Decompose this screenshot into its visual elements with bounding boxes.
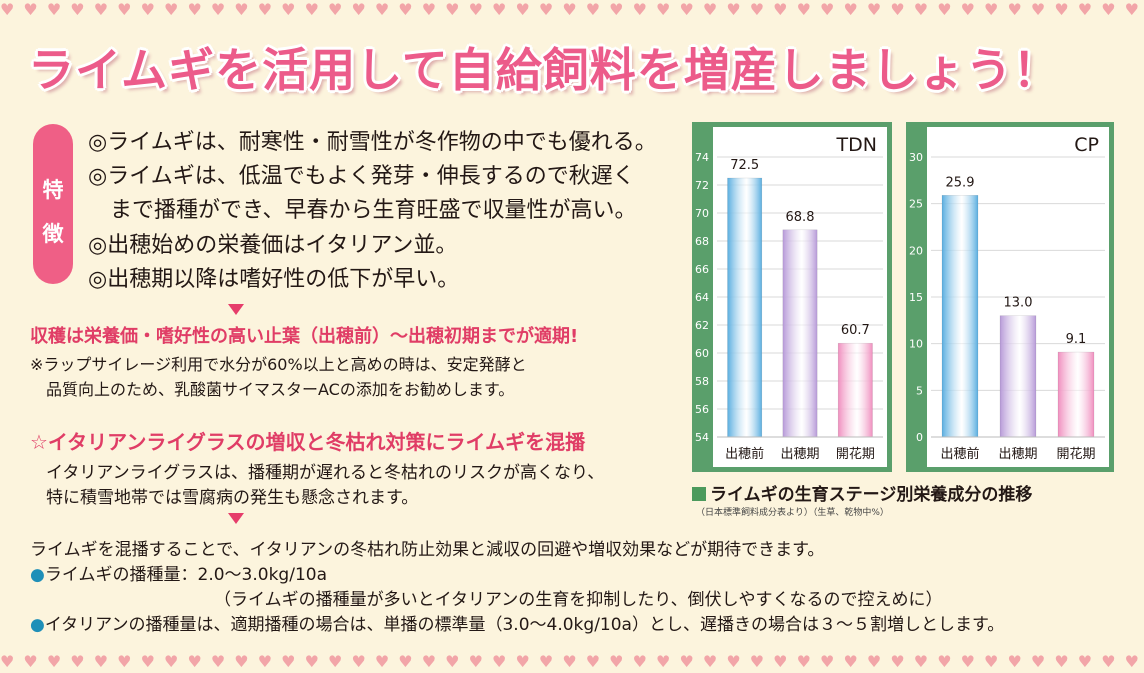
tdn-chart: 54 56 58 60 62 64 66 68 70 72 74 TDN 72.5 出穂前 68.8 出穂期 6… (695, 134, 883, 462)
chart-source: （日本標準飼料成分表より）（生草、乾物中%） (696, 508, 889, 518)
x-tick-label: 出穂前 (725, 446, 764, 462)
harvest-heading: 収穫は栄養価・嗜好性の高い止葉（出穂前）～出穂初期までが適期! (30, 326, 579, 347)
feature-tag-char: 特 (42, 178, 64, 202)
bar (999, 315, 1037, 438)
data-label: 13.0 (1004, 296, 1033, 311)
chart-title: TDN (836, 134, 877, 156)
feature-line: まで播種ができ、早春から生育旺盛で収量性が高い。 (88, 198, 637, 223)
y-tick-label: 10 (909, 338, 923, 351)
cp-chart: 0 5 10 15 20 25 30 CP 25.9 出穂前 13.0 出穂期 9.1 開花期 (909, 134, 1105, 462)
feature-line: ◎ライムギは、耐寒性・耐雪性が冬作物の中でも優れる。 (88, 130, 657, 155)
harvest-note-line: ※ラップサイレージ利用で水分が60%以上と高めの時は、安定発酵と (30, 355, 527, 374)
y-tick-label: 54 (695, 431, 709, 444)
data-label: 25.9 (946, 175, 975, 190)
harvest-note-line: 品質向上のため、乳酸菌サイマスターACの添加をお勧めします。 (30, 380, 515, 399)
data-label: 68.8 (786, 210, 815, 225)
y-tick-label: 64 (695, 291, 709, 304)
cp-chart-frame: 0 5 10 15 20 25 30 CP 25.9 出穂前 13.0 出穂期 9.1 開花期 (906, 122, 1114, 472)
y-tick-label: 30 (909, 151, 923, 164)
cp-chart-panel: 0 5 10 15 20 25 30 CP 25.9 出穂前 13.0 出穂期 9.1 開花期 (909, 127, 1109, 467)
y-tick-label: 74 (695, 151, 709, 164)
page-title: ライムギを活用して自給飼料を増産しましょう！ (28, 43, 1060, 97)
mix-heading: ☆イタリアンライグラスの増収と冬枯れ対策にライムギを混播 (30, 430, 586, 454)
tdn-chart-panel: 54 56 58 60 62 64 66 68 70 72 74 TDN 72.5 出穂前 68.8 出穂期 6… (695, 127, 887, 467)
feature-line: ◎ライムギは、低温でもよく発芽・伸長するので秋遅く (88, 164, 635, 189)
caption-square-icon (692, 487, 706, 501)
mix-note-line: 特に積雪地帯では雪腐病の発生も懸念されます。 (46, 488, 419, 508)
y-tick-label: 25 (909, 198, 923, 211)
y-tick-label: 20 (909, 244, 923, 257)
down-arrow-icon (228, 513, 244, 524)
seeding-rate-rye: ●ライムギの播種量：2.0～3.0kg/10a (30, 560, 327, 585)
feature-tag-char: 徴 (42, 222, 64, 246)
seeding-rate-italian-text: イタリアンの播種量は、適期播種の場合は、単播の標準量（3.0～4.0kg/10a… (44, 615, 1005, 635)
bar (727, 177, 763, 438)
x-tick-label: 出穂期 (780, 447, 819, 462)
x-tick-label: 出穂前 (940, 446, 979, 462)
y-tick-label: 72 (695, 179, 709, 192)
bullet-icon: ● (30, 615, 45, 635)
bar (941, 195, 979, 438)
y-tick-label: 60 (695, 347, 709, 360)
y-tick-label: 66 (695, 263, 709, 276)
seeding-rate-rye-note: （ライムギの播種量が多いとイタリアンの生育を抑制したり、倒伏しやすくなるので控え… (214, 590, 943, 610)
y-tick-label: 15 (909, 291, 923, 304)
bar (782, 229, 818, 438)
chart-caption: ライムギの生育ステージ別栄養成分の推移 (692, 480, 1032, 505)
mix-note-line: イタリアンライグラスは、播種期が遅れると冬枯れのリスクが高くなり、 (46, 463, 605, 483)
x-tick-label: 開花期 (836, 446, 875, 462)
chart-title: CP (1074, 134, 1099, 156)
x-tick-label: 出穂期 (998, 447, 1037, 462)
y-tick-label: 5 (916, 384, 923, 397)
heart-border-top: ♥ ♥ ♥ ♥ ♥ ♥ ♥ ♥ ♥ ♥ ♥ ♥ ♥ ♥ ♥ ♥ ♥ ♥ ♥ ♥ … (0, 0, 1144, 19)
down-arrow-icon (228, 304, 244, 315)
mix-effect-text: ライムギを混播することで、イタリアンの冬枯れ防止効果と減収の回避や増収効果などが… (30, 540, 825, 560)
feature-line: ◎出穂期以降は嗜好性の低下が早い。 (88, 267, 460, 292)
bar (837, 342, 873, 438)
chart-caption-text: ライムギの生育ステージ別栄養成分の推移 (710, 485, 1033, 505)
data-label: 9.1 (1066, 332, 1087, 347)
y-tick-label: 58 (695, 375, 709, 388)
x-tick-label: 開花期 (1056, 446, 1095, 462)
y-tick-label: 62 (695, 319, 709, 332)
y-tick-label: 0 (916, 431, 923, 444)
bar (1057, 351, 1095, 438)
feature-tag: 特 徴 (33, 124, 73, 284)
y-tick-label: 56 (695, 403, 709, 416)
data-label: 60.7 (841, 323, 870, 338)
y-tick-label: 70 (695, 207, 709, 220)
y-tick-label: 68 (695, 235, 709, 248)
heart-border-bottom: ♥ ♥ ♥ ♥ ♥ ♥ ♥ ♥ ♥ ♥ ♥ ♥ ♥ ♥ ♥ ♥ ♥ ♥ ♥ ♥ … (0, 652, 1144, 671)
data-label: 72.5 (730, 158, 759, 173)
feature-line: ◎出穂始めの栄養価はイタリアン並。 (88, 233, 458, 258)
seeding-rate-rye-text: ライムギの播種量：2.0～3.0kg/10a (44, 565, 327, 585)
seeding-rate-italian: ●イタリアンの播種量は、適期播種の場合は、単播の標準量（3.0～4.0kg/10… (30, 610, 1004, 635)
bullet-icon: ● (30, 565, 45, 585)
tdn-chart-frame: 54 56 58 60 62 64 66 68 70 72 74 TDN 72.5 出穂前 68.8 出穂期 6… (692, 122, 892, 472)
